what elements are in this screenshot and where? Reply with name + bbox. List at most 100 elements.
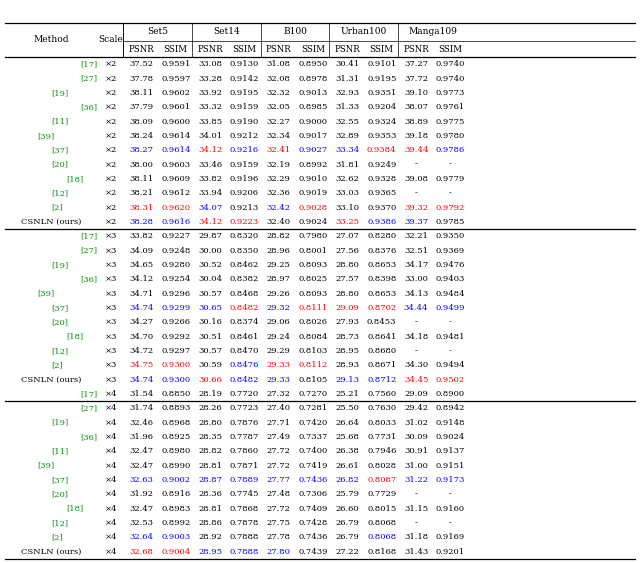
Text: 0.7630: 0.7630 [367, 404, 396, 413]
Text: 30.00: 30.00 [198, 247, 222, 254]
Text: 37.78: 37.78 [129, 74, 154, 83]
Text: ×2: ×2 [105, 160, 117, 168]
Text: 33.00: 33.00 [404, 275, 428, 283]
Text: ×3: ×3 [105, 318, 117, 327]
Text: 0.8026: 0.8026 [299, 318, 328, 327]
Text: 0.8893: 0.8893 [161, 404, 191, 413]
Text: 0.7436: 0.7436 [298, 534, 328, 542]
Text: 0.9160: 0.9160 [436, 505, 465, 513]
Text: [37]: [37] [52, 146, 69, 154]
Text: 30.09: 30.09 [404, 433, 428, 441]
Text: 0.9603: 0.9603 [161, 160, 190, 168]
Text: 37.72: 37.72 [404, 74, 428, 83]
Text: 37.79: 37.79 [129, 103, 154, 111]
Text: 32.21: 32.21 [404, 233, 428, 240]
Text: [19]: [19] [52, 89, 69, 97]
Text: 0.9324: 0.9324 [367, 118, 396, 126]
Text: 0.9761: 0.9761 [436, 103, 465, 111]
Text: PSNR: PSNR [403, 44, 429, 53]
Text: 0.8084: 0.8084 [298, 333, 328, 341]
Text: 0.9148: 0.9148 [436, 419, 465, 427]
Text: 28.87: 28.87 [198, 476, 222, 484]
Text: 0.9786: 0.9786 [436, 146, 465, 154]
Text: ×4: ×4 [104, 490, 117, 498]
Text: 29.06: 29.06 [267, 318, 291, 327]
Text: 0.9370: 0.9370 [367, 204, 396, 212]
Text: 0.9266: 0.9266 [161, 318, 190, 327]
Text: 0.9195: 0.9195 [230, 89, 259, 97]
Text: 0.9137: 0.9137 [436, 448, 465, 455]
Text: 29.33: 29.33 [267, 376, 291, 384]
Text: [36]: [36] [81, 275, 97, 283]
Text: 31.22: 31.22 [404, 476, 428, 484]
Text: 0.9024: 0.9024 [298, 218, 328, 226]
Text: [20]: [20] [52, 160, 68, 168]
Text: 0.9591: 0.9591 [161, 60, 191, 68]
Text: 33.92: 33.92 [198, 89, 222, 97]
Text: 0.8992: 0.8992 [161, 519, 190, 527]
Text: 31.96: 31.96 [129, 433, 154, 441]
Text: Set5: Set5 [147, 28, 168, 37]
Text: Manga109: Manga109 [408, 28, 457, 37]
Text: ×2: ×2 [105, 146, 117, 154]
Text: 26.79: 26.79 [335, 534, 359, 542]
Text: ×2: ×2 [105, 118, 117, 126]
Text: 0.7876: 0.7876 [230, 419, 259, 427]
Text: 0.9004: 0.9004 [161, 548, 190, 556]
Text: 27.75: 27.75 [267, 519, 291, 527]
Text: [17]: [17] [81, 60, 98, 68]
Text: 33.25: 33.25 [335, 218, 360, 226]
Text: 34.70: 34.70 [129, 333, 154, 341]
Text: 29.13: 29.13 [335, 376, 360, 384]
Text: 33.28: 33.28 [198, 74, 222, 83]
Text: 31.08: 31.08 [267, 60, 291, 68]
Text: 0.8985: 0.8985 [298, 103, 328, 111]
Text: 33.94: 33.94 [198, 189, 222, 197]
Text: 0.7439: 0.7439 [298, 548, 328, 556]
Text: 0.9195: 0.9195 [367, 74, 396, 83]
Text: ×3: ×3 [105, 361, 117, 369]
Text: 0.7281: 0.7281 [298, 404, 328, 413]
Text: 32.47: 32.47 [129, 505, 154, 513]
Text: 32.93: 32.93 [335, 89, 360, 97]
Text: 38.27: 38.27 [129, 146, 154, 154]
Text: 0.9384: 0.9384 [367, 146, 397, 154]
Text: 38.07: 38.07 [404, 103, 428, 111]
Text: 0.7731: 0.7731 [367, 433, 396, 441]
Text: 34.01: 34.01 [198, 132, 222, 140]
Text: 26.60: 26.60 [335, 505, 359, 513]
Text: ×3: ×3 [105, 376, 117, 384]
Text: 0.9740: 0.9740 [436, 74, 465, 83]
Text: 39.08: 39.08 [404, 175, 428, 183]
Text: 0.9248: 0.9248 [161, 247, 191, 254]
Text: 31.74: 31.74 [129, 404, 154, 413]
Text: 0.9190: 0.9190 [230, 118, 259, 126]
Text: 33.08: 33.08 [198, 60, 222, 68]
Text: [12]: [12] [52, 519, 68, 527]
Text: [27]: [27] [81, 247, 97, 254]
Text: ×3: ×3 [105, 261, 117, 269]
Text: ×3: ×3 [105, 247, 117, 254]
Text: 34.74: 34.74 [129, 304, 154, 312]
Text: 28.73: 28.73 [335, 333, 360, 341]
Text: 0.9386: 0.9386 [367, 218, 396, 226]
Text: 28.26: 28.26 [198, 404, 222, 413]
Text: 26.38: 26.38 [335, 448, 359, 455]
Text: 30.04: 30.04 [198, 275, 222, 283]
Text: 0.8990: 0.8990 [161, 462, 190, 470]
Text: -: - [415, 318, 417, 327]
Text: PSNR: PSNR [129, 44, 154, 53]
Text: ×2: ×2 [105, 175, 117, 183]
Text: [2]: [2] [52, 534, 63, 542]
Text: 32.32: 32.32 [267, 89, 291, 97]
Text: 38.24: 38.24 [129, 132, 154, 140]
Text: ×4: ×4 [104, 548, 117, 556]
Text: ×3: ×3 [105, 275, 117, 283]
Text: 27.32: 27.32 [267, 390, 291, 398]
Text: 0.9792: 0.9792 [436, 204, 465, 212]
Text: 27.57: 27.57 [335, 275, 360, 283]
Text: 0.7400: 0.7400 [298, 448, 328, 455]
Text: 0.7419: 0.7419 [298, 462, 328, 470]
Text: 0.9350: 0.9350 [436, 233, 465, 240]
Text: 0.8968: 0.8968 [161, 419, 190, 427]
